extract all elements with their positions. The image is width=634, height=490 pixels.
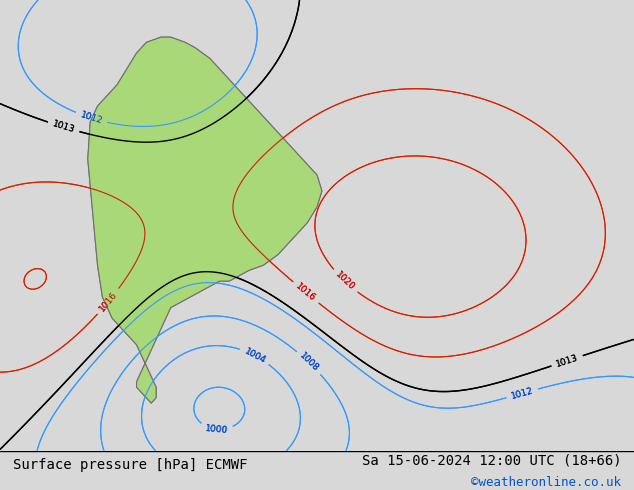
Polygon shape bbox=[87, 37, 322, 403]
Polygon shape bbox=[87, 37, 322, 403]
Text: 1012: 1012 bbox=[79, 110, 103, 126]
Text: 1016: 1016 bbox=[98, 290, 119, 313]
Text: 1008: 1008 bbox=[297, 351, 320, 374]
Text: 1020: 1020 bbox=[333, 270, 356, 293]
Text: ©weatheronline.co.uk: ©weatheronline.co.uk bbox=[471, 476, 621, 489]
Text: 1016: 1016 bbox=[98, 290, 119, 313]
Text: 1000: 1000 bbox=[205, 423, 228, 435]
Text: 1013: 1013 bbox=[555, 353, 579, 368]
Text: 1013: 1013 bbox=[51, 120, 76, 135]
Text: 1012: 1012 bbox=[510, 386, 534, 401]
Text: Surface pressure [hPa] ECMWF: Surface pressure [hPa] ECMWF bbox=[13, 458, 247, 471]
Text: 1008: 1008 bbox=[297, 351, 320, 374]
Text: Sa 15-06-2024 12:00 UTC (18+66): Sa 15-06-2024 12:00 UTC (18+66) bbox=[361, 454, 621, 467]
Text: 1000: 1000 bbox=[205, 423, 228, 435]
Text: 1013: 1013 bbox=[555, 353, 579, 368]
Text: 1012: 1012 bbox=[79, 110, 103, 126]
Text: 1004: 1004 bbox=[243, 346, 267, 365]
Text: 1013: 1013 bbox=[51, 120, 76, 135]
Text: 1012: 1012 bbox=[510, 386, 534, 401]
Text: 1016: 1016 bbox=[294, 282, 318, 303]
Text: 1020: 1020 bbox=[333, 270, 356, 293]
Text: 1004: 1004 bbox=[243, 346, 267, 365]
Text: 1016: 1016 bbox=[294, 282, 318, 303]
